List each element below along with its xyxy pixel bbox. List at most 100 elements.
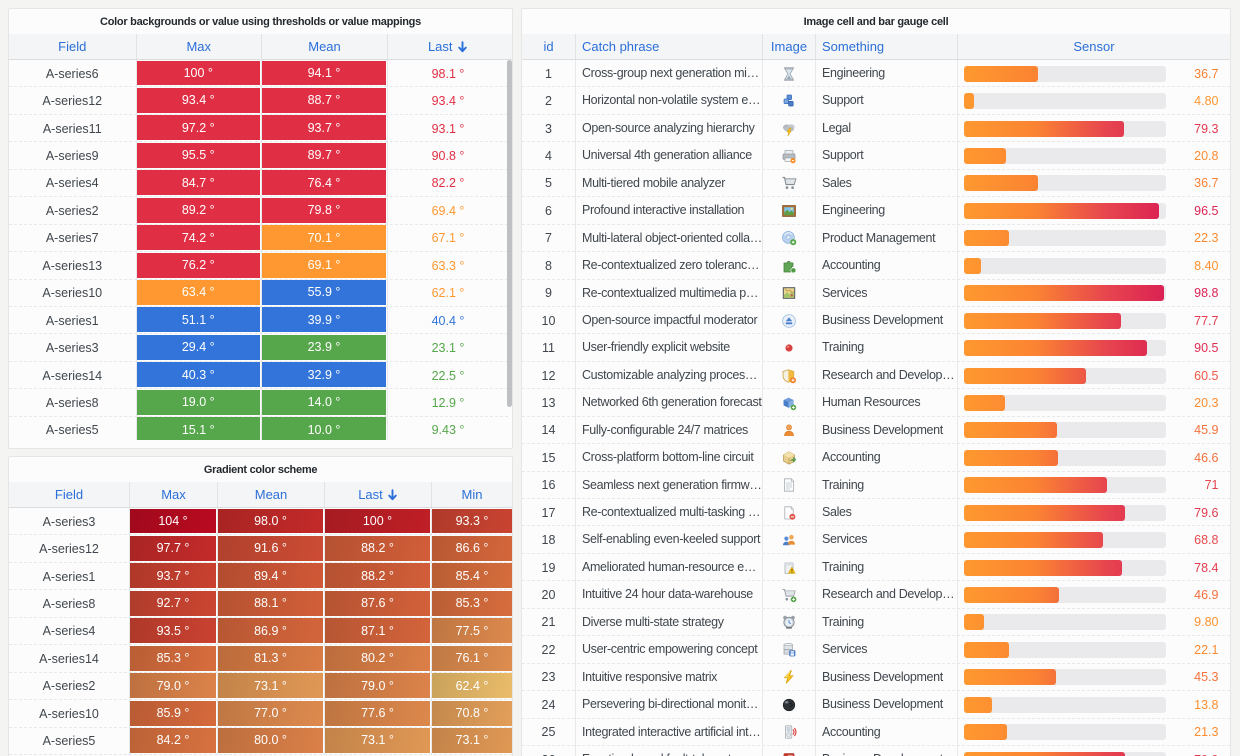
table-row: A-series1 51.1 ° 39.9 ° 40.4 °: [9, 306, 508, 335]
colored-value-cell: 14.0 °: [262, 389, 386, 415]
sensor-cell: 79.3: [958, 115, 1230, 142]
value-cell: 77.0 °: [218, 700, 325, 728]
column-header-image[interactable]: Image: [763, 34, 816, 59]
image-cell: [763, 169, 816, 198]
max-cell: 89.2 °: [136, 197, 262, 225]
image-cell: [763, 306, 816, 335]
field-cell: A-series7: [9, 224, 137, 253]
value-cell: 93.5 °: [130, 617, 218, 646]
sensor-cell: 96.5: [958, 197, 1230, 224]
colored-value-cell: 100 °: [136, 60, 260, 86]
bar-gauge: 79.3: [958, 115, 1230, 142]
vertical-scrollbar[interactable]: [507, 60, 512, 407]
bar-gauge-value: 46.9: [1194, 588, 1219, 603]
bar-gauge-value: 22.1: [1194, 642, 1219, 657]
column-header-catch-phrase[interactable]: Catch phrase: [576, 34, 763, 59]
column-header-min[interactable]: Min: [432, 482, 512, 507]
last-cell: 82.2 °: [431, 176, 465, 191]
bar-gauge-track: [964, 93, 1166, 110]
sphere-black-icon: [781, 697, 797, 713]
bar-gauge-fill: [964, 340, 1147, 357]
cd-add-icon: [781, 230, 797, 246]
catch-phrase-cell: Open-source analyzing hierarchy: [576, 114, 763, 143]
bar-gauge-fill: [964, 367, 1087, 384]
bar-gauge-value: 98.8: [1194, 286, 1219, 301]
value-cell: 77.5 °: [432, 618, 512, 645]
sphere-red-icon: [781, 340, 797, 356]
sensor-cell: 13.8: [958, 691, 1230, 718]
colored-value-cell: 97.2 °: [136, 115, 260, 141]
column-header-last[interactable]: Last: [388, 34, 508, 59]
column-header-something[interactable]: Something: [816, 34, 958, 59]
table-row: A-series2 79.0 ° 73.1 ° 79.0 ° 62.4 °: [9, 672, 512, 701]
bar-gauge: 36.7: [958, 170, 1230, 197]
sensor-cell: 20.8: [958, 142, 1230, 169]
value-cell: 98.0 °: [218, 508, 325, 536]
gradient-value-cell: 91.6 °: [218, 535, 323, 561]
value-cell: 88.2 °: [325, 535, 432, 563]
gradient-value-cell: 62.4 °: [432, 673, 512, 699]
people-pair-icon: [781, 532, 797, 548]
image-cell: [763, 553, 816, 582]
image-cell: [763, 608, 816, 637]
column-header-sensor[interactable]: Sensor: [958, 34, 1230, 59]
bar-gauge-value: 9.80: [1194, 615, 1219, 630]
catch-phrase-cell: Profound interactive installation: [576, 197, 763, 225]
column-header-label: Field: [54, 487, 84, 502]
table-row: A-series10 85.9 ° 77.0 ° 77.6 ° 70.8 °: [9, 700, 512, 728]
column-header-field[interactable]: Field: [9, 34, 137, 59]
bar-gauge-track: [964, 641, 1166, 658]
image-cell: [763, 87, 816, 115]
column-header-mean[interactable]: Mean: [262, 34, 388, 59]
field-cell: A-series2: [9, 672, 130, 701]
table-row: 6 Profound interactive installation Engine…: [522, 197, 1230, 226]
gradient-value-cell: 80.2 °: [325, 645, 430, 671]
column-header-max[interactable]: Max: [130, 482, 218, 507]
image-cell: [763, 636, 816, 664]
bar-gauge-fill: [964, 202, 1159, 219]
colored-value-cell: 95.5 °: [136, 142, 260, 168]
colored-value-cell: 88.7 °: [262, 87, 386, 113]
image-cell: [763, 252, 816, 280]
last-cell: 69.4 °: [431, 203, 465, 218]
panel-title-bargauge[interactable]: Image cell and bar gauge cell: [803, 15, 949, 28]
bar-gauge-fill: [964, 175, 1039, 192]
value-cell: 73.1 °: [218, 672, 325, 701]
table-header-thresholds: Field Max Mean Last: [9, 34, 512, 60]
table-row: 8 Re-contextualized zero tolerance … Accou…: [522, 252, 1230, 280]
gradient-value-cell: 84.2 °: [130, 728, 216, 753]
sensor-cell: 36.7: [958, 170, 1230, 197]
mean-cell: 94.1 °: [262, 60, 388, 88]
value-cell: 73.1 °: [325, 727, 432, 755]
column-header-id[interactable]: id: [522, 34, 576, 59]
table-row: 2 Horizontal non-volatile system en… Suppo…: [522, 87, 1230, 116]
value-cell: 89.4 °: [218, 562, 325, 591]
column-header-max[interactable]: Max: [137, 34, 262, 59]
colored-value-cell: 93.4 °: [136, 87, 260, 113]
bar-gauge-value: 79.3: [1194, 121, 1219, 136]
panel-thresholds: Color backgrounds or value using thresho…: [8, 8, 513, 449]
gradient-value-cell: 97.7 °: [130, 535, 216, 561]
value-cell: 97.7 °: [130, 535, 218, 563]
column-header-mean[interactable]: Mean: [218, 482, 325, 507]
column-header-last[interactable]: Last: [325, 482, 432, 507]
catch-phrase-cell: Persevering bi-directional monito…: [576, 691, 763, 719]
panel-title-gradient[interactable]: Gradient color scheme: [203, 463, 318, 476]
bar-gauge-track: [964, 148, 1166, 164]
bar-gauge-fill: [964, 257, 981, 274]
bar-gauge-track: [964, 614, 1166, 631]
mean-cell: 89.7 °: [262, 142, 388, 170]
shopping-cart-icon: [781, 175, 797, 191]
panel-title-thresholds[interactable]: Color backgrounds or value using thresho…: [100, 15, 421, 28]
image-cell: [763, 444, 816, 472]
something-cell: Support: [816, 87, 958, 115]
table-row: 3 Open-source analyzing hierarchy Legal 79.…: [522, 114, 1230, 143]
person-orange-icon: [781, 422, 797, 438]
sensor-cell: 45.9: [958, 417, 1230, 444]
gradient-value-cell: 86.6 °: [432, 535, 512, 561]
column-header-field[interactable]: Field: [9, 482, 130, 507]
bar-gauge: 22.1: [958, 636, 1230, 663]
bar-gauge-track: [964, 367, 1166, 384]
catch-phrase-cell: Cross-platform bottom-line circuit: [576, 444, 763, 472]
field-cell: A-series3: [9, 334, 137, 362]
